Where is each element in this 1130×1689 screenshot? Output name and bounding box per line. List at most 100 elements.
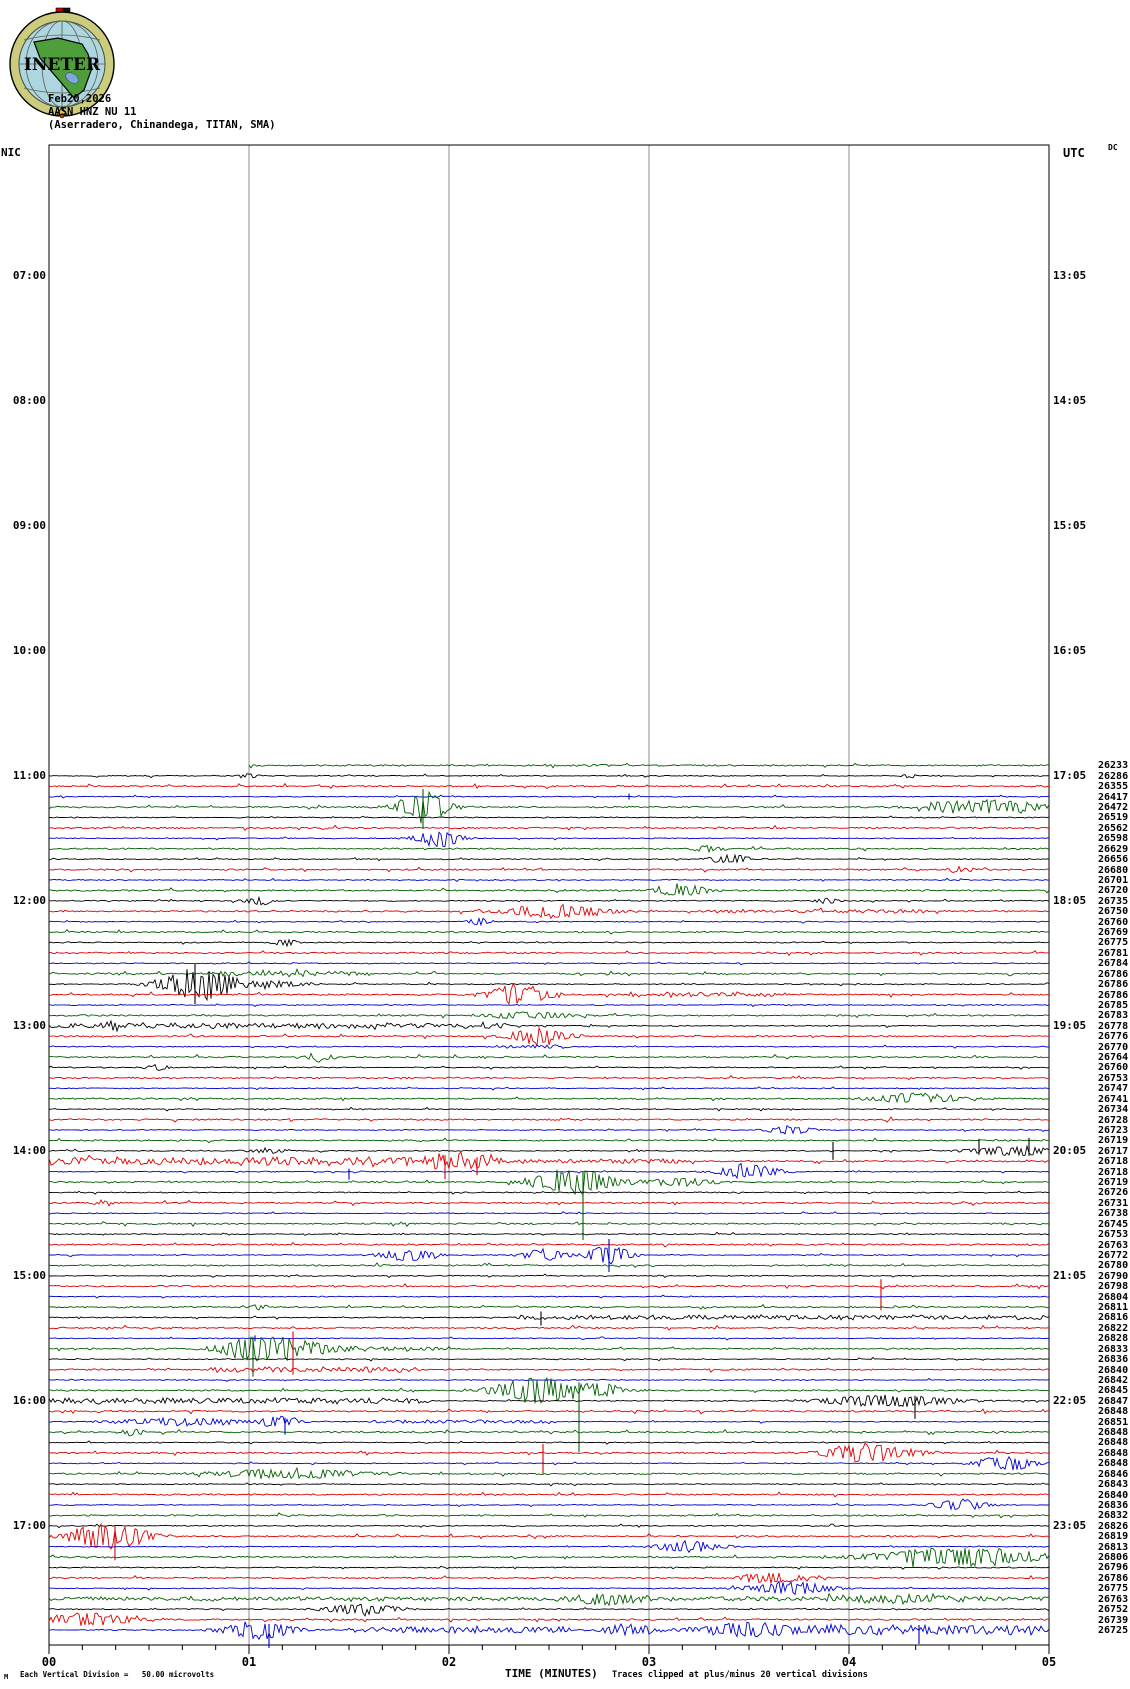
trace-id-label: 26833	[1098, 1343, 1129, 1355]
trace-row-26723	[49, 1124, 1050, 1135]
hour-label-right: 22:05	[1053, 1393, 1087, 1407]
trace-row-26725	[49, 1621, 1050, 1641]
trace-id-label: 26786	[1098, 1572, 1129, 1584]
trace-id-label: 26811	[1098, 1302, 1129, 1314]
trace-row-26728	[48, 1116, 1050, 1123]
hour-label-left: 08:00	[12, 393, 46, 407]
header-station-info: (Aserradero, Chinandega, TITAN, SMA)	[48, 119, 276, 131]
trace-id-label: 26822	[1098, 1322, 1129, 1334]
trace-id-label: 26848	[1098, 1427, 1129, 1439]
trace-row-26731	[48, 1199, 1050, 1207]
trace-id-label: 26848	[1098, 1437, 1129, 1449]
hour-label-left: 16:00	[12, 1393, 46, 1407]
trace-id-label: 26719	[1098, 1177, 1129, 1189]
trace-row-26804	[48, 1294, 1049, 1299]
trace-id-label: 26763	[1098, 1593, 1129, 1605]
x-tick-label: 04	[841, 1655, 857, 1669]
trace-row-26775	[48, 1580, 1050, 1596]
header-station-line: AASN HNZ NU 11	[48, 106, 137, 118]
trace-row-26848	[48, 1440, 1050, 1445]
trace-id-label: 26778	[1098, 1020, 1129, 1032]
hour-label-right: 23:05	[1053, 1518, 1087, 1532]
trace-id-label: 26769	[1098, 927, 1129, 939]
trace-row-26720	[48, 883, 1050, 896]
hour-label-right: 14:05	[1053, 393, 1087, 407]
trace-id-label: 26786	[1098, 989, 1129, 1001]
trace-row-26785	[48, 1003, 1050, 1008]
hour-label-left: 14:00	[12, 1143, 46, 1157]
trace-row-26656	[48, 853, 1050, 864]
trace-row-26840	[48, 1491, 1050, 1498]
trace-row-26719	[49, 1137, 1049, 1144]
x-tick-label: 03	[641, 1655, 657, 1669]
trace-row-26355	[48, 782, 1050, 790]
trace-row-26772	[48, 1246, 1050, 1265]
trace-id-label: 26798	[1098, 1281, 1129, 1293]
trace-row-26417	[48, 794, 1050, 799]
trace-id-label: 26598	[1098, 833, 1129, 845]
trace-id-label: 26735	[1098, 895, 1129, 907]
trace-row-26745	[48, 1221, 1050, 1228]
trace-id-label: 26739	[1098, 1614, 1129, 1626]
trace-row-26846	[49, 1466, 1050, 1480]
trace-id-label: 26840	[1098, 1489, 1129, 1501]
trace-id-label: 26472	[1098, 802, 1129, 814]
trace-id-label: 26848	[1098, 1458, 1129, 1470]
trace-id-label: 26286	[1098, 770, 1129, 782]
trace-row-26836	[48, 1498, 1049, 1511]
trace-id-label: 26840	[1098, 1364, 1129, 1376]
trace-row-26848	[48, 1455, 1050, 1471]
trace-row-26753	[49, 1074, 1050, 1081]
trace-row-26726	[49, 1190, 1049, 1195]
trace-id-label: 26760	[1098, 916, 1129, 928]
trace-row-26843	[48, 1482, 1050, 1487]
trace-id-label: 26718	[1098, 1166, 1129, 1178]
trace-id-label: 26417	[1098, 791, 1129, 803]
hour-label-left: 17:00	[12, 1518, 46, 1532]
trace-row-26833	[48, 1336, 1050, 1362]
trace-id-label: 26816	[1098, 1312, 1129, 1324]
trace-id-label: 26723	[1098, 1124, 1129, 1136]
hour-label-left: 15:00	[12, 1268, 46, 1282]
trace-row-26828	[48, 1336, 1050, 1341]
trace-id-label: 26796	[1098, 1562, 1129, 1574]
trace-row-26739	[48, 1612, 1050, 1626]
trace-id-label: 26717	[1098, 1145, 1129, 1157]
trace-id-label: 26701	[1098, 874, 1129, 886]
trace-row-26778	[48, 1019, 1050, 1033]
trace-id-label: 26752	[1098, 1604, 1129, 1616]
tz-right-label: UTC	[1063, 146, 1085, 160]
x-axis-title: TIME (MINUTES)	[505, 1667, 598, 1680]
trace-row-26832	[48, 1512, 1050, 1519]
trace-id-label: 26775	[1098, 1583, 1129, 1595]
trace-id-label: 26519	[1098, 812, 1129, 824]
trace-id-label: 26770	[1098, 1041, 1129, 1053]
trace-row-26851	[48, 1415, 1050, 1427]
trace-row-26840	[48, 1366, 1050, 1374]
trace-row-26848	[48, 1442, 1050, 1463]
trace-row-26836	[48, 1356, 1049, 1362]
trace-id-label: 26790	[1098, 1270, 1129, 1282]
trace-row-26763	[48, 1592, 1050, 1607]
logo-nicaragua-map	[33, 37, 93, 99]
trace-row-26806	[48, 1547, 1050, 1568]
trace-row-26701	[48, 877, 1050, 882]
trace-id-label: 26629	[1098, 843, 1129, 855]
trace-row-26738	[48, 1211, 1050, 1215]
trace-id-label: 26233	[1098, 760, 1129, 772]
hour-label-right: 16:05	[1053, 643, 1087, 657]
trace-row-26719	[48, 1169, 1050, 1196]
trace-row-26680	[48, 865, 1050, 873]
trace-row-26845	[48, 1376, 1050, 1404]
scale-prefix: M	[4, 1673, 9, 1681]
trace-row-26813	[49, 1539, 1050, 1554]
trace-id-label: 26753	[1098, 1072, 1129, 1084]
trace-row-26519	[49, 815, 1050, 819]
trace-row-26718	[48, 1151, 1050, 1170]
trace-id-label: 26786	[1098, 979, 1129, 991]
trace-id-label: 26851	[1098, 1416, 1129, 1428]
trace-id-label: 26734	[1098, 1104, 1129, 1116]
trace-row-26472	[48, 790, 1050, 824]
